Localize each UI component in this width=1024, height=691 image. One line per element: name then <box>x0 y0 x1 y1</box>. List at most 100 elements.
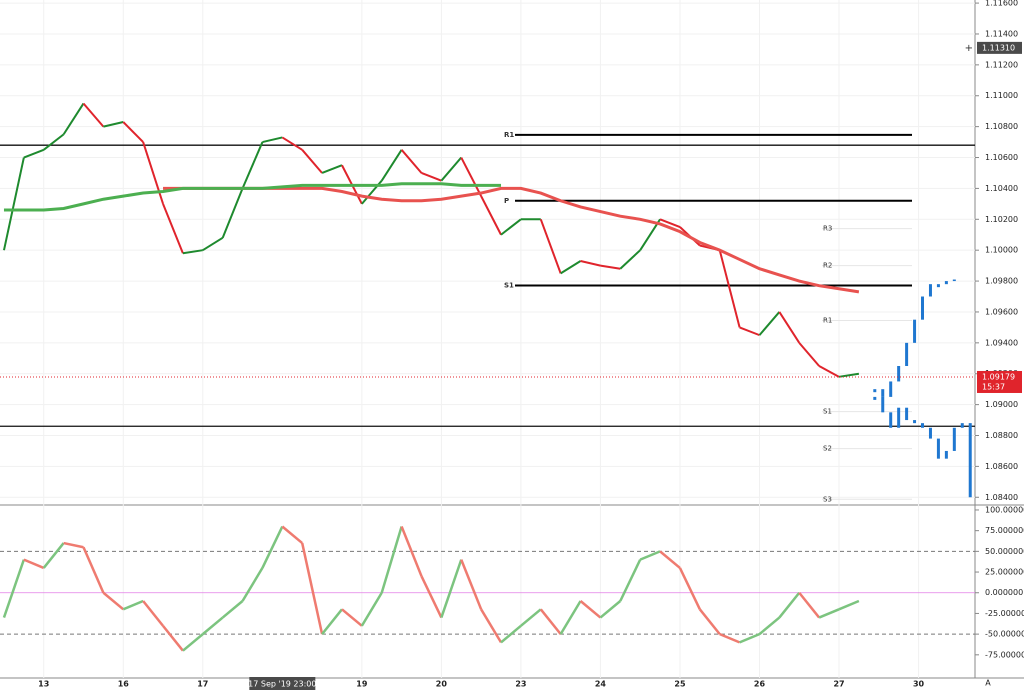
price-segment <box>778 591 801 619</box>
price-segment <box>600 264 621 270</box>
price-segment <box>758 616 781 636</box>
countdown-label: 15:37 <box>982 382 1005 391</box>
price-segment <box>380 149 403 182</box>
price-segment <box>400 149 423 174</box>
x-tick-label: 20 <box>436 680 448 689</box>
price-segment <box>300 542 324 635</box>
price-segment <box>739 632 760 644</box>
x-tick-label: 17 <box>197 680 208 689</box>
price-segment <box>698 608 721 635</box>
price-segment <box>162 625 184 652</box>
price-segment <box>520 608 542 627</box>
price-segment <box>221 600 244 619</box>
price-segment <box>420 575 443 619</box>
y-tick-label: 1.08400 <box>985 493 1018 502</box>
x-tick-label: 19 <box>356 680 368 689</box>
pivot-label: S2 <box>823 445 832 453</box>
price-segment <box>122 121 144 143</box>
price-segment <box>719 632 741 644</box>
price-segment <box>639 550 661 561</box>
moving-average <box>3 182 502 212</box>
price-segment <box>580 260 601 267</box>
price-segment <box>421 172 442 182</box>
y-tick-label: 1.09800 <box>985 277 1018 286</box>
price-segment <box>678 567 701 610</box>
price-segment <box>619 249 641 270</box>
price-segment <box>798 591 821 619</box>
price-segment <box>798 342 820 367</box>
price-segment <box>500 218 522 236</box>
price-segment <box>659 218 681 228</box>
price-segment <box>400 526 423 577</box>
y-tick-label: 0.000000 <box>985 588 1023 597</box>
y-tick-label: 75.000000 <box>985 526 1024 535</box>
price-segment <box>2 559 26 618</box>
y-tick-label: 50.000000 <box>985 547 1024 556</box>
last-price-box <box>977 370 1022 393</box>
cursor-price-label: 1.11310 <box>982 43 1015 52</box>
price-segment <box>182 633 204 652</box>
price-segment <box>500 624 522 644</box>
price-segment <box>281 136 303 151</box>
pivot-label: R2 <box>823 262 832 270</box>
y-tick-label: -50.000000 <box>985 630 1024 639</box>
price-segment <box>201 616 224 636</box>
price-segment <box>82 546 105 594</box>
y-tick-label: 1.10000 <box>985 246 1018 255</box>
price-segment <box>460 157 483 197</box>
price-segment <box>103 121 124 128</box>
price-segment <box>202 236 224 252</box>
y-tick-label: 100.000000 <box>985 505 1024 514</box>
last-price-label: 1.09179 <box>982 372 1015 381</box>
price-segment <box>43 133 65 151</box>
pivot-label: R3 <box>823 225 832 233</box>
price-segment <box>560 260 582 275</box>
y-tick-label: 1.08800 <box>985 431 1018 440</box>
price-segment <box>818 365 840 378</box>
price-segment <box>818 608 840 619</box>
y-tick-label: 1.08600 <box>985 462 1018 471</box>
price-segment <box>739 326 760 337</box>
price-segment <box>440 156 463 182</box>
price-segment <box>579 600 602 619</box>
price-segment <box>360 592 383 627</box>
pivot-label: S1 <box>504 282 514 290</box>
price-segment <box>23 558 45 570</box>
price-segment <box>182 249 203 255</box>
price-segment <box>42 542 65 569</box>
y-tick-label: -25.000000 <box>985 609 1024 618</box>
price-segment <box>341 608 363 627</box>
y-tick-label: 1.11600 <box>985 0 1018 8</box>
price-segment <box>241 567 264 602</box>
price-segment <box>758 311 781 336</box>
price-segment <box>539 218 562 274</box>
price-segment <box>559 600 582 635</box>
price-segment <box>659 550 681 569</box>
price-segment <box>142 141 164 205</box>
price-segment <box>23 148 45 159</box>
price-segment <box>321 608 343 635</box>
y-tick-label: 1.10200 <box>985 215 1018 224</box>
price-segment <box>63 541 84 549</box>
price-segment <box>718 249 741 328</box>
price-segment <box>480 195 502 236</box>
price-segment <box>440 559 463 618</box>
cursor-cross: + <box>965 43 973 54</box>
auto-scale[interactable]: A <box>985 679 991 688</box>
price-segment <box>599 600 622 619</box>
price-segment <box>82 102 105 128</box>
x-tick-label: 26 <box>754 680 766 689</box>
y-tick-label: -75.000000 <box>985 650 1024 659</box>
y-tick-label: 1.10800 <box>985 122 1018 131</box>
y-tick-label: 1.09400 <box>985 338 1018 347</box>
x-tick-label: 27 <box>833 680 844 689</box>
x-tick-label: 13 <box>38 680 49 689</box>
price-segment <box>301 149 323 174</box>
price-segment <box>380 526 403 594</box>
x-tick-label: 30 <box>913 680 925 689</box>
price-segment <box>102 591 125 611</box>
x-tick-label: 24 <box>595 680 607 689</box>
pivot-label: R1 <box>504 131 514 139</box>
